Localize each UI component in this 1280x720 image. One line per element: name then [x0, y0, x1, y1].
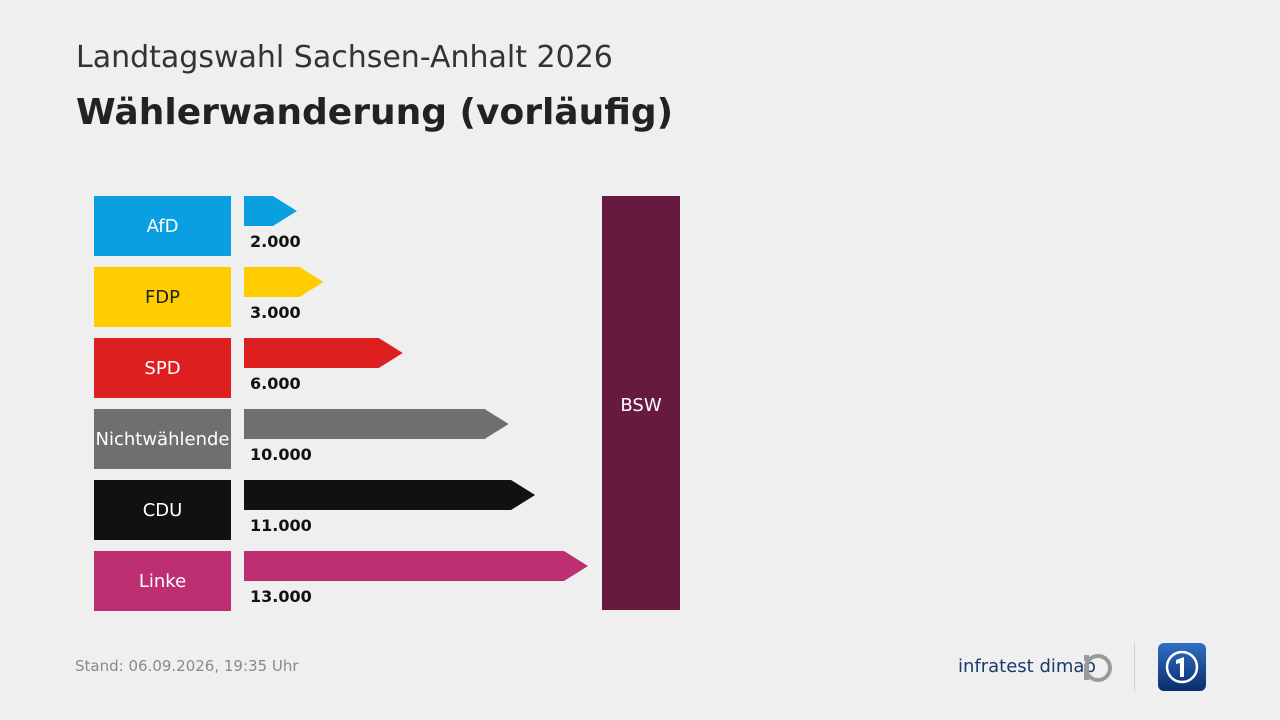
tagesschau-logo-icon	[1158, 643, 1206, 691]
flow-value-fdp: 3.000	[250, 303, 301, 322]
stand-value: 06.09.2026, 19:35 Uhr	[128, 657, 299, 675]
target-label-bsw: BSW	[620, 395, 661, 416]
flow-value-nichtw-hlende: 10.000	[250, 445, 312, 464]
source-label-spd: SPD	[144, 358, 180, 379]
target-bar-bsw	[602, 196, 680, 610]
chart-title: Wählerwanderung (vorläufig)	[76, 92, 674, 133]
source-label-cdu: CDU	[143, 500, 183, 521]
flow-arrow-spd	[244, 338, 403, 368]
chart-supertitle: Landtagswahl Sachsen-Anhalt 2026	[76, 40, 613, 75]
source-label-afd: AfD	[147, 216, 179, 237]
source-label-linke: Linke	[139, 571, 186, 592]
source-box-cdu	[94, 480, 231, 540]
source-box-linke	[94, 551, 231, 611]
flow-arrow-nichtw-hlende	[244, 409, 509, 439]
source-box-nichtw-hlende	[94, 409, 231, 469]
source-box-spd	[94, 338, 231, 398]
infratest-dimap-logo-text: infratest dimap	[958, 656, 1096, 677]
infratest-dimap-icon	[1084, 654, 1112, 682]
source-box-fdp	[94, 267, 231, 327]
flow-arrow-afd	[244, 196, 297, 226]
source-label-fdp: FDP	[145, 287, 180, 308]
flow-arrow-cdu	[244, 480, 536, 510]
flow-value-spd: 6.000	[250, 374, 301, 393]
stand-label: Stand:	[75, 657, 124, 675]
source-box-afd	[94, 196, 231, 256]
flow-value-afd: 2.000	[250, 232, 301, 251]
flow-arrow-fdp	[244, 267, 324, 297]
flow-value-linke: 13.000	[250, 587, 312, 606]
flow-value-cdu: 11.000	[250, 516, 312, 535]
source-label-nichtw-hlende: Nichtwählende	[96, 429, 230, 450]
footer-divider	[1134, 643, 1135, 691]
stand-timestamp: Stand: 06.09.2026, 19:35 Uhr	[75, 657, 299, 675]
flow-arrow-linke	[244, 551, 588, 581]
